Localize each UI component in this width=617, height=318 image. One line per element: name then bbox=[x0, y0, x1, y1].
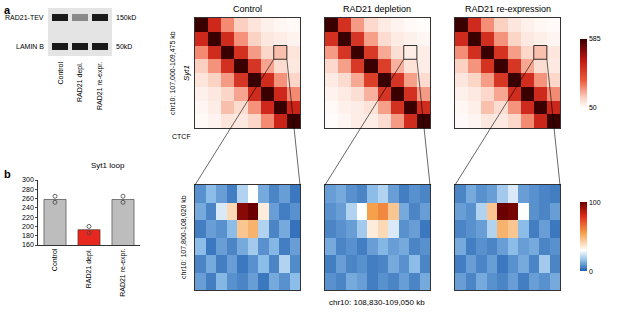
svg-text:RAD21 depl.: RAD21 depl. bbox=[76, 62, 84, 102]
svg-text:chr10: 108,830-109,050 kb: chr10: 108,830-109,050 kb bbox=[329, 298, 425, 307]
svg-text:220: 220 bbox=[22, 214, 34, 221]
svg-text:RAD21 re-expr.: RAD21 re-expr. bbox=[119, 249, 127, 297]
svg-text:RAD21-TEV: RAD21-TEV bbox=[5, 14, 44, 21]
svg-text:chr10: 107,800-108,020 kb: chr10: 107,800-108,020 kb bbox=[180, 195, 187, 279]
svg-text:Control: Control bbox=[233, 4, 262, 14]
svg-text:Syt1: Syt1 bbox=[182, 65, 191, 81]
svg-text:RAD21 re-expr.: RAD21 re-expr. bbox=[96, 62, 104, 110]
svg-text:0: 0 bbox=[589, 268, 593, 275]
svg-text:300: 300 bbox=[22, 176, 34, 183]
svg-text:RAD21 depl.: RAD21 depl. bbox=[85, 249, 93, 289]
svg-text:RAD21 re-expression: RAD21 re-expression bbox=[465, 4, 551, 14]
svg-text:180: 180 bbox=[22, 232, 34, 239]
svg-text:585: 585 bbox=[589, 35, 601, 42]
svg-text:LAMIN B: LAMIN B bbox=[16, 43, 44, 50]
svg-text:260: 260 bbox=[22, 195, 34, 202]
svg-text:chr10: 107,000-109,475 kb: chr10: 107,000-109,475 kb bbox=[169, 31, 176, 115]
svg-text:CTCF: CTCF bbox=[172, 133, 191, 140]
svg-text:RAD21 depletion: RAD21 depletion bbox=[343, 4, 411, 14]
svg-text:b: b bbox=[4, 168, 11, 180]
svg-text:Control: Control bbox=[51, 248, 58, 271]
svg-text:240: 240 bbox=[22, 204, 34, 211]
svg-text:50kD: 50kD bbox=[116, 43, 132, 50]
svg-text:280: 280 bbox=[22, 186, 34, 193]
svg-text:160: 160 bbox=[22, 241, 34, 248]
svg-text:Syt1 loop: Syt1 loop bbox=[91, 161, 125, 170]
svg-text:150kD: 150kD bbox=[116, 14, 136, 21]
svg-text:Control: Control bbox=[57, 61, 64, 84]
svg-text:a: a bbox=[4, 4, 11, 16]
svg-text:200: 200 bbox=[22, 223, 34, 230]
svg-text:100: 100 bbox=[589, 199, 601, 206]
svg-text:50: 50 bbox=[589, 104, 597, 111]
